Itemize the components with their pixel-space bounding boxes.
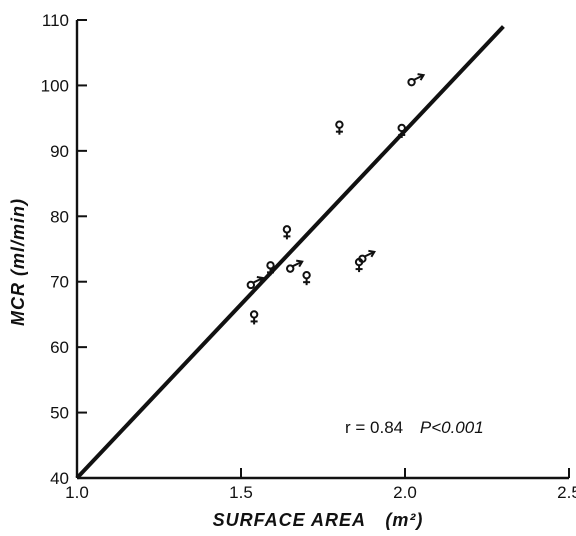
x-tick-label: 2.5: [557, 483, 576, 502]
x-axis-unit: (m²): [385, 510, 423, 530]
ticks: 40 50 60 70 80 90 100 110 1.0 1.5 2.0 2.5: [41, 11, 576, 502]
female-symbol-point: [397, 123, 406, 138]
y-tick-label: 50: [50, 404, 69, 423]
y-tick-label: 90: [50, 142, 69, 161]
x-axis-title: SURFACE AREA: [213, 510, 366, 530]
symbol-arrowhead: [368, 249, 376, 258]
symbol-ring: [249, 310, 259, 319]
axes: [75, 20, 569, 480]
male-symbol-point: [286, 259, 304, 273]
x-tick-label: 1.0: [65, 483, 89, 502]
symbol-arrowhead: [417, 73, 426, 81]
x-tick-label: 2.0: [393, 483, 417, 502]
symbol-ring: [397, 123, 406, 133]
female-symbol-point: [282, 225, 292, 240]
y-tick-label: 70: [50, 273, 69, 292]
y-axis-title: MCR (ml/min): [8, 198, 28, 326]
male-symbol-point: [358, 249, 376, 264]
symbol-arrowhead: [256, 275, 265, 284]
female-symbol-point: [302, 270, 311, 286]
male-symbol-point: [407, 73, 426, 87]
female-symbol-point: [335, 120, 344, 135]
y-tick-label: 100: [41, 76, 69, 95]
y-tick-label: 80: [50, 207, 69, 226]
y-tick-label: 60: [50, 338, 69, 357]
x-tick-label: 1.5: [229, 483, 253, 502]
symbol-ring: [335, 120, 344, 129]
correlation-annotation: r = 0.84: [345, 418, 403, 437]
symbol-ring: [282, 225, 292, 234]
regression-line: [75, 25, 505, 480]
annotation-group: r = 0.84 P<0.001: [345, 418, 484, 437]
female-symbol-point: [249, 310, 259, 325]
male-symbol-point: [246, 275, 265, 290]
symbol-arrowhead: [296, 259, 304, 268]
female-symbol-point: [266, 261, 275, 276]
p-value-annotation: P<0.001: [420, 418, 484, 437]
data-points: [246, 73, 426, 325]
symbol-ring: [302, 270, 311, 280]
symbol-ring: [266, 261, 275, 270]
y-tick-label: 40: [50, 469, 69, 488]
symbol-ring: [286, 264, 295, 273]
symbol-ring: [358, 254, 367, 264]
symbol-ring: [407, 77, 416, 87]
symbol-ring: [246, 280, 256, 290]
x-axis-title-group: SURFACE AREA (m²): [213, 510, 424, 530]
y-tick-label: 110: [42, 11, 69, 30]
